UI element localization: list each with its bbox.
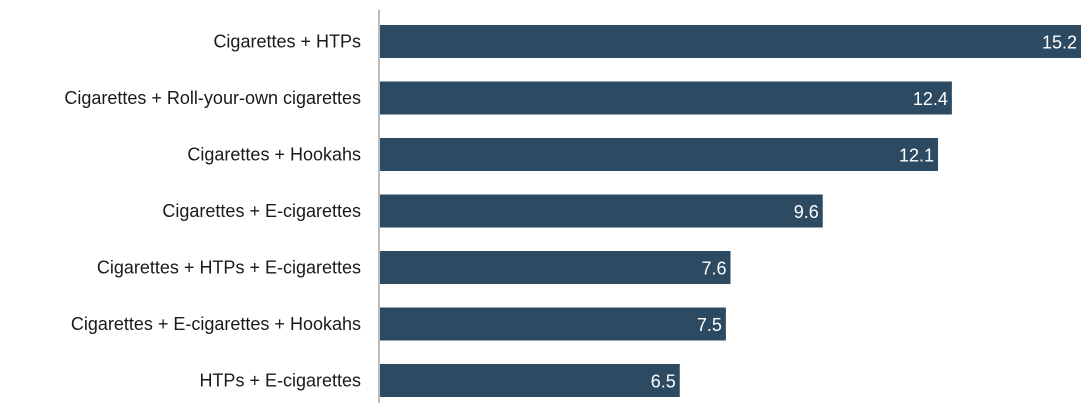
bar [380, 307, 726, 341]
bar [380, 138, 939, 171]
value-label: 9.6 [794, 202, 819, 222]
category-label: Cigarettes + E-cigarettes + Hookahs [71, 314, 361, 334]
category-label: Cigarettes + Roll-your-own cigarettes [64, 88, 361, 108]
bar [380, 251, 731, 284]
category-label: Cigarettes + E-cigarettes [162, 201, 361, 221]
value-label: 7.6 [701, 259, 726, 279]
category-label: Cigarettes + HTPs [213, 32, 361, 52]
category-label: Cigarettes + Hookahs [187, 145, 361, 165]
bars [380, 25, 1081, 397]
value-labels: 15.2 12.4 12.1 9.6 7.6 7.5 6.5 [651, 33, 1077, 392]
bar [380, 25, 1081, 58]
category-labels: Cigarettes + HTPs Cigarettes + Roll-your-… [64, 32, 361, 391]
value-label: 6.5 [651, 372, 676, 392]
value-label: 7.5 [697, 315, 722, 335]
category-label: HTPs + E-cigarettes [199, 371, 361, 391]
value-label: 12.1 [899, 146, 934, 166]
category-label: Cigarettes + HTPs + E-cigarettes [97, 258, 361, 278]
bar [380, 194, 823, 228]
value-label: 15.2 [1042, 33, 1077, 53]
value-label: 12.4 [913, 89, 948, 109]
bar [380, 364, 680, 397]
bar [380, 81, 952, 115]
